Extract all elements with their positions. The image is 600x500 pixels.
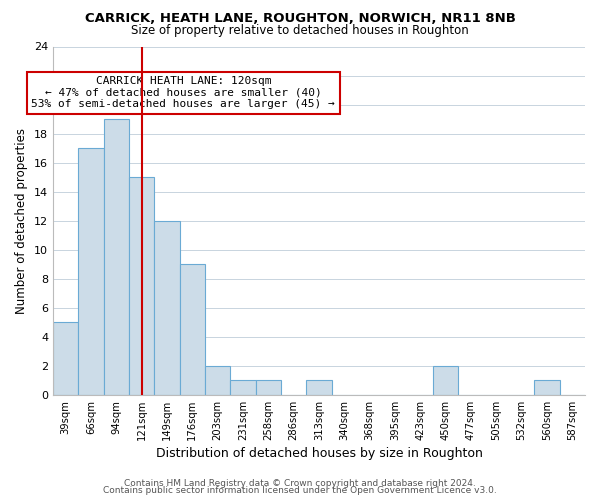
Text: Contains HM Land Registry data © Crown copyright and database right 2024.: Contains HM Land Registry data © Crown c… bbox=[124, 478, 476, 488]
X-axis label: Distribution of detached houses by size in Roughton: Distribution of detached houses by size … bbox=[155, 447, 482, 460]
Bar bbox=[104, 119, 129, 395]
Bar bbox=[53, 322, 78, 395]
Text: CARRICK, HEATH LANE, ROUGHTON, NORWICH, NR11 8NB: CARRICK, HEATH LANE, ROUGHTON, NORWICH, … bbox=[85, 12, 515, 26]
Bar bbox=[129, 177, 154, 395]
Text: Size of property relative to detached houses in Roughton: Size of property relative to detached ho… bbox=[131, 24, 469, 37]
Bar bbox=[179, 264, 205, 395]
Text: Contains public sector information licensed under the Open Government Licence v3: Contains public sector information licen… bbox=[103, 486, 497, 495]
Bar bbox=[230, 380, 256, 395]
Bar bbox=[535, 380, 560, 395]
Bar bbox=[256, 380, 281, 395]
Bar bbox=[307, 380, 332, 395]
Bar bbox=[78, 148, 104, 395]
Bar bbox=[154, 220, 179, 395]
Text: CARRICK HEATH LANE: 120sqm
← 47% of detached houses are smaller (40)
53% of semi: CARRICK HEATH LANE: 120sqm ← 47% of deta… bbox=[31, 76, 335, 110]
Y-axis label: Number of detached properties: Number of detached properties bbox=[15, 128, 28, 314]
Bar bbox=[205, 366, 230, 395]
Bar bbox=[433, 366, 458, 395]
